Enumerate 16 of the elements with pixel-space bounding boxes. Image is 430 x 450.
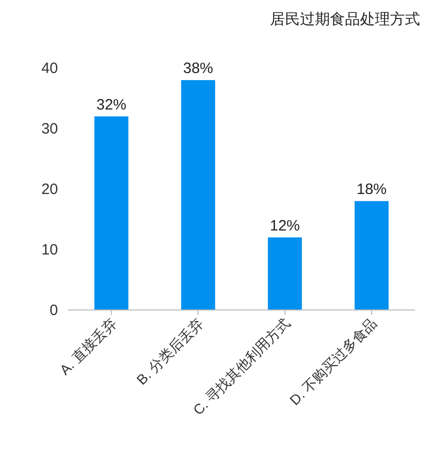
y-tick-label: 0 — [50, 302, 58, 319]
data-label: 32% — [96, 96, 126, 114]
bar — [94, 116, 128, 310]
x-tick-label: B. 分类后丢弃 — [133, 314, 206, 388]
data-label: 12% — [270, 217, 300, 234]
y-tick-label: 20 — [41, 181, 58, 198]
data-label: 18% — [356, 181, 387, 198]
x-tick-label: A. 直接丢弃 — [56, 314, 120, 378]
bar — [354, 201, 389, 310]
bar — [181, 80, 216, 310]
bar — [268, 237, 302, 310]
y-tick-label: 10 — [41, 242, 58, 258]
data-label: 38% — [183, 60, 214, 78]
chart-title: 居民过期食品处理方式 — [270, 11, 420, 28]
y-tick-label: 40 — [41, 60, 58, 77]
y-tick-label: 30 — [41, 120, 58, 138]
